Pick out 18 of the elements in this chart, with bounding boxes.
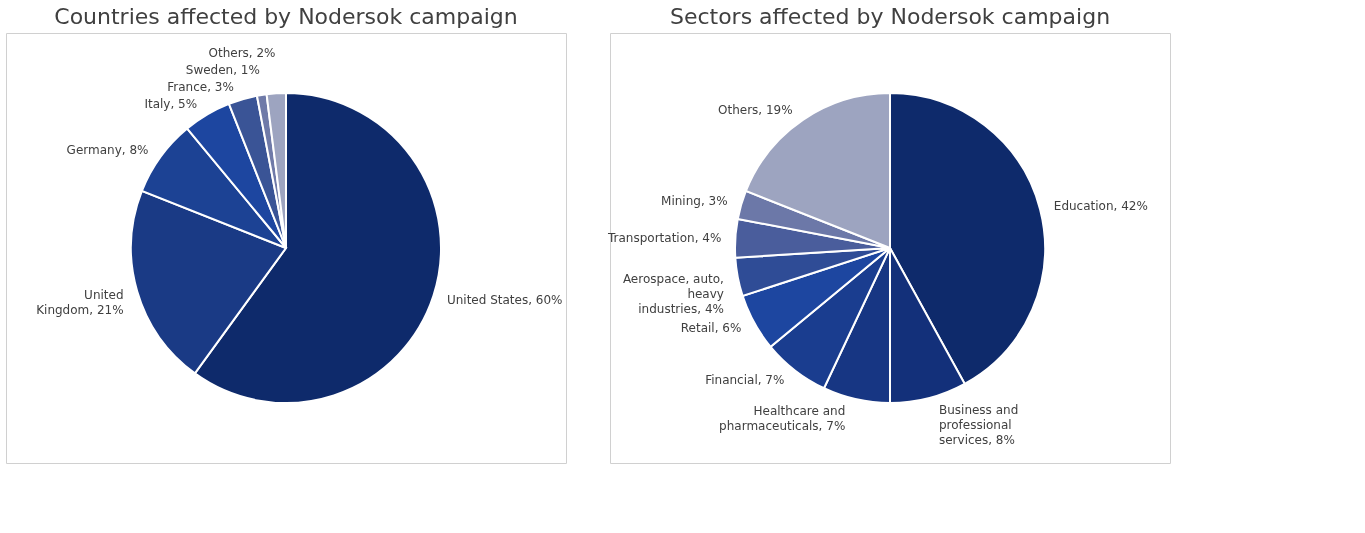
slice-label: Education, 42% xyxy=(1053,199,1148,214)
slice-label: Others, 2% xyxy=(208,46,276,61)
slice-label: Financial, 7% xyxy=(705,372,785,387)
slice-label: Italy, 5% xyxy=(144,97,198,112)
slice-label: Germany, 8% xyxy=(66,142,149,157)
slice-label: United Kingdom, 21% xyxy=(36,287,124,317)
slice-label: Sweden, 1% xyxy=(185,63,260,78)
slice-label: France, 3% xyxy=(167,80,234,95)
slice-label: Healthcare and pharmaceuticals, 7% xyxy=(719,403,846,433)
slice-label: Others, 19% xyxy=(717,102,793,117)
slice-label: Mining, 3% xyxy=(661,194,728,209)
slice-label: Business and professional services, 8% xyxy=(938,402,1019,447)
slice-label: Aerospace, auto, heavy industries, 4% xyxy=(622,272,724,317)
slice-label: United States, 60% xyxy=(446,292,563,307)
chart-title: Countries affected by Nodersok campaign xyxy=(54,4,518,29)
slice-label: Retail, 6% xyxy=(680,321,742,336)
chart-title: Sectors affected by Nodersok campaign xyxy=(669,4,1111,29)
slice-label: Transportation, 4% xyxy=(607,230,722,245)
